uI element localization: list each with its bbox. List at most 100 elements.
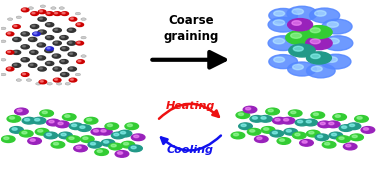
Circle shape	[273, 20, 285, 25]
Circle shape	[6, 51, 14, 54]
Circle shape	[311, 66, 322, 72]
Circle shape	[355, 116, 368, 122]
Circle shape	[61, 60, 64, 62]
Circle shape	[279, 139, 285, 141]
Circle shape	[337, 136, 350, 142]
Circle shape	[81, 136, 94, 142]
Circle shape	[7, 116, 21, 122]
Circle shape	[329, 122, 334, 125]
Circle shape	[62, 12, 65, 14]
Circle shape	[53, 142, 59, 145]
Circle shape	[23, 58, 26, 60]
Circle shape	[62, 47, 65, 49]
Circle shape	[250, 130, 255, 132]
Text: Heating: Heating	[166, 101, 215, 111]
Circle shape	[307, 52, 332, 64]
Circle shape	[76, 41, 84, 45]
Circle shape	[28, 7, 34, 9]
Circle shape	[38, 67, 46, 71]
Circle shape	[21, 45, 29, 49]
Circle shape	[293, 46, 303, 51]
Circle shape	[272, 132, 277, 134]
Circle shape	[6, 32, 14, 36]
Circle shape	[81, 36, 86, 39]
Circle shape	[8, 33, 11, 34]
Circle shape	[286, 130, 291, 132]
Circle shape	[325, 142, 330, 145]
Circle shape	[10, 127, 23, 133]
Text: Coarse
graining: Coarse graining	[163, 14, 218, 43]
Circle shape	[323, 36, 353, 51]
Circle shape	[69, 78, 77, 82]
Circle shape	[71, 124, 77, 126]
Circle shape	[4, 137, 9, 140]
Circle shape	[53, 41, 61, 45]
Circle shape	[42, 111, 47, 114]
Circle shape	[239, 113, 243, 116]
Circle shape	[40, 5, 45, 7]
Circle shape	[14, 25, 17, 27]
Circle shape	[350, 124, 355, 126]
Circle shape	[326, 57, 338, 62]
Circle shape	[118, 152, 122, 154]
Circle shape	[77, 125, 91, 131]
Circle shape	[47, 36, 50, 38]
Circle shape	[62, 73, 65, 75]
Circle shape	[347, 123, 361, 130]
Circle shape	[14, 51, 17, 53]
Circle shape	[87, 118, 92, 121]
Circle shape	[300, 140, 313, 146]
Circle shape	[39, 31, 42, 32]
Circle shape	[101, 140, 115, 146]
Circle shape	[88, 141, 102, 148]
Circle shape	[361, 127, 375, 133]
Circle shape	[77, 60, 84, 63]
Circle shape	[332, 133, 336, 136]
Circle shape	[40, 110, 53, 117]
Circle shape	[47, 12, 50, 14]
Circle shape	[61, 133, 66, 136]
Circle shape	[275, 118, 280, 121]
Circle shape	[16, 16, 22, 19]
Circle shape	[112, 132, 125, 139]
Circle shape	[35, 129, 49, 135]
Circle shape	[241, 124, 246, 126]
Circle shape	[22, 117, 36, 124]
Circle shape	[104, 141, 109, 143]
Circle shape	[38, 17, 46, 21]
Circle shape	[30, 64, 33, 65]
Circle shape	[54, 29, 57, 31]
Circle shape	[310, 39, 320, 44]
Circle shape	[46, 49, 49, 51]
Circle shape	[289, 44, 315, 57]
Circle shape	[39, 44, 42, 45]
Circle shape	[26, 79, 32, 81]
Circle shape	[65, 82, 70, 85]
Circle shape	[346, 144, 351, 147]
Circle shape	[46, 12, 53, 15]
Circle shape	[304, 119, 318, 126]
Circle shape	[91, 129, 105, 135]
Circle shape	[44, 132, 57, 139]
Circle shape	[247, 129, 261, 135]
Circle shape	[45, 23, 54, 27]
Circle shape	[259, 116, 272, 122]
Circle shape	[47, 47, 50, 49]
Circle shape	[327, 22, 339, 27]
Circle shape	[239, 123, 252, 130]
Circle shape	[268, 17, 298, 32]
FancyArrowPatch shape	[159, 104, 219, 119]
Circle shape	[67, 136, 80, 142]
Circle shape	[343, 143, 357, 150]
Circle shape	[52, 54, 60, 58]
Circle shape	[292, 9, 304, 14]
Circle shape	[318, 121, 332, 128]
Circle shape	[12, 63, 21, 67]
Circle shape	[70, 68, 73, 69]
Circle shape	[22, 132, 27, 134]
Circle shape	[25, 118, 29, 121]
Circle shape	[32, 12, 35, 14]
Circle shape	[68, 52, 76, 56]
Circle shape	[54, 55, 57, 56]
Circle shape	[270, 130, 284, 137]
